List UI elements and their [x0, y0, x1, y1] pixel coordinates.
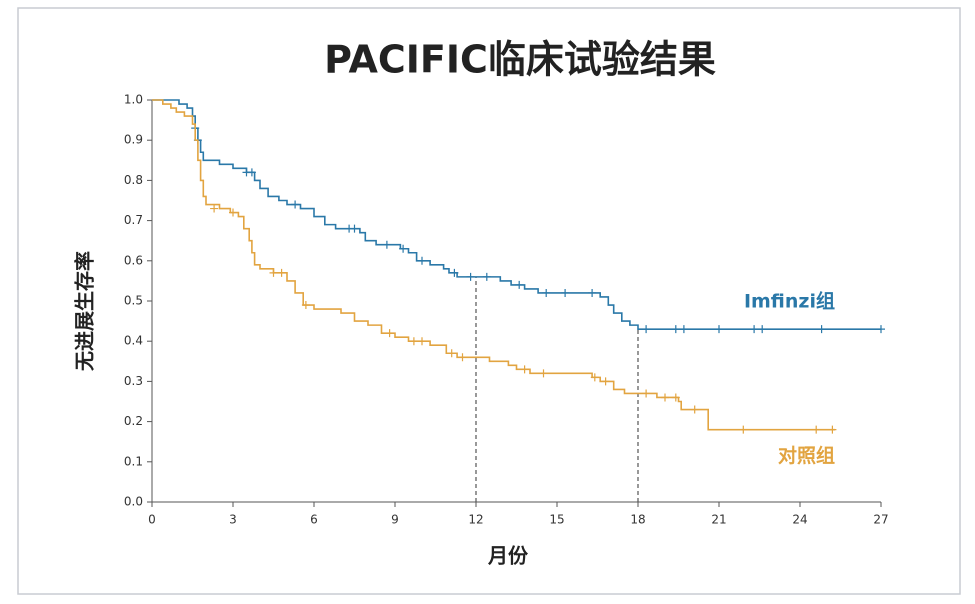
censor-mark [447, 349, 456, 358]
censor-mark [561, 288, 570, 297]
censor-mark [642, 389, 651, 398]
x-tick-label: 12 [468, 513, 483, 527]
censor-mark [291, 200, 300, 209]
censor-mark [750, 325, 759, 334]
legend-label: Imfinzi组 [744, 290, 835, 313]
x-tick-label: 15 [549, 513, 564, 527]
censor-mark [715, 325, 723, 334]
censor-mark [385, 329, 394, 338]
censor-mark [277, 268, 286, 277]
x-tick-label: 21 [711, 513, 726, 527]
x-tick-label: 6 [310, 513, 318, 527]
x-tick-label: 27 [873, 513, 888, 527]
censor-mark [418, 256, 426, 265]
censor-mark [350, 224, 359, 233]
x-tick-label: 9 [391, 513, 399, 527]
censor-mark [877, 325, 885, 334]
y-tick-label: 0.6 [124, 253, 143, 267]
censor-mark [247, 168, 256, 177]
censor-mark [588, 288, 597, 297]
censor-mark [812, 425, 821, 434]
y-tick-label: 0.8 [124, 173, 143, 187]
censor-mark [642, 325, 651, 334]
x-tick-label: 0 [148, 513, 156, 527]
y-tick-label: 0.4 [124, 334, 143, 348]
y-tick-label: 0.1 [124, 454, 143, 468]
censor-mark [399, 244, 408, 253]
censor-mark [482, 272, 491, 281]
censor-mark [828, 425, 837, 434]
censor-mark [758, 325, 767, 334]
censor-mark [418, 337, 426, 346]
censor-mark [466, 272, 475, 281]
y-tick-label: 0.3 [124, 374, 143, 388]
y-tick-label: 0.7 [124, 213, 143, 227]
censor-mark [458, 353, 467, 362]
y-axis-label: 无进展生存率 [73, 251, 97, 371]
survival-curve [152, 99, 881, 330]
censor-mark [817, 325, 826, 334]
chart-title: PACIFIC临床试验结果 [324, 38, 716, 82]
x-tick-label: 18 [630, 513, 645, 527]
censor-mark [382, 240, 391, 249]
censor-mark [679, 325, 688, 334]
censor-mark [690, 405, 699, 414]
censor-mark [520, 365, 529, 374]
y-tick-label: 0.2 [124, 414, 143, 428]
frame [17, 7, 961, 595]
censor-mark [661, 393, 669, 402]
censor-mark [671, 325, 680, 334]
x-tick-label: 24 [792, 513, 807, 527]
censor-mark [210, 204, 219, 213]
censor-mark [601, 377, 610, 386]
censor-mark [515, 280, 524, 289]
censor-mark [301, 301, 310, 310]
censor-mark [450, 268, 459, 277]
censor-mark [739, 425, 748, 434]
survival-curve [152, 99, 836, 431]
x-axis-label: 月份 [487, 544, 529, 568]
censor-mark [542, 288, 551, 297]
censor-mark [409, 337, 418, 346]
legend-label: 对照组 [778, 444, 835, 467]
y-tick-label: 1.0 [124, 93, 143, 107]
y-tick-label: 0.5 [124, 294, 143, 308]
censor-mark [539, 369, 548, 378]
y-tick-label: 0.0 [124, 495, 143, 509]
x-tick-label: 3 [229, 513, 237, 527]
censor-mark [590, 373, 599, 382]
y-tick-label: 0.9 [124, 133, 143, 147]
censor-mark [229, 208, 237, 217]
censor-mark [269, 268, 278, 277]
censor-mark [671, 393, 680, 402]
